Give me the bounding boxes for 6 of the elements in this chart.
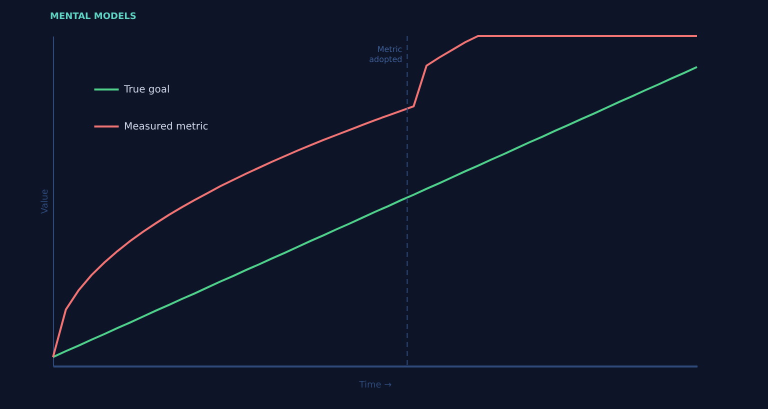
annotation: Metric adopted <box>369 45 402 64</box>
chart-title: MENTAL MODELS <box>50 12 136 22</box>
legend-label: True goal <box>123 84 170 96</box>
y-axis-title: Value <box>40 188 50 214</box>
legend-label: Measured metric <box>124 122 208 132</box>
x-axis-title: Time → <box>358 380 392 390</box>
